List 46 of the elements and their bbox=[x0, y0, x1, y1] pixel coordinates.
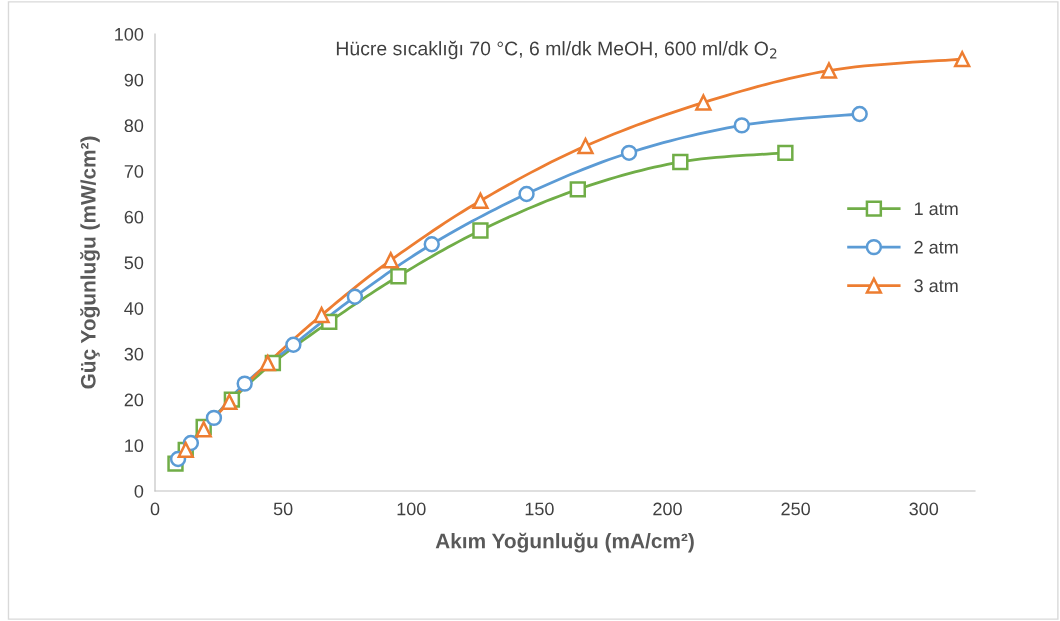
y-tick-label: 30 bbox=[124, 347, 144, 361]
point bbox=[695, 94, 712, 111]
y-tick-label: 80 bbox=[124, 119, 144, 133]
x-axis-title: Akım Yoğunluğu (mA/cm²) bbox=[435, 532, 694, 553]
point bbox=[820, 62, 838, 79]
y-axis-title: Güç Yoğunluğu (mW/cm²) bbox=[80, 136, 100, 389]
point bbox=[733, 117, 751, 134]
point bbox=[672, 153, 689, 171]
point bbox=[518, 185, 535, 203]
x-tick-label: 300 bbox=[909, 502, 939, 516]
point bbox=[313, 306, 330, 324]
x-tick-label: 100 bbox=[397, 502, 426, 516]
y-tick-label: 50 bbox=[124, 256, 144, 270]
point bbox=[390, 268, 407, 285]
x-tick-label: 0 bbox=[150, 502, 160, 516]
y-tick-label: 40 bbox=[124, 302, 144, 315]
legend-label: 2 atm bbox=[914, 240, 958, 254]
point bbox=[285, 336, 302, 353]
y-tick-label: 100 bbox=[115, 27, 144, 41]
legend-label: 3 atm bbox=[914, 279, 958, 293]
x-tick-label: 200 bbox=[653, 502, 682, 516]
point bbox=[472, 192, 489, 209]
y-tick-label: 10 bbox=[125, 439, 144, 453]
point bbox=[569, 181, 587, 198]
point bbox=[472, 222, 489, 239]
point bbox=[620, 144, 638, 162]
x-tick-label: 250 bbox=[781, 502, 810, 516]
y-tick-label: 20 bbox=[124, 393, 144, 407]
point bbox=[953, 50, 971, 68]
y-tick-label: 60 bbox=[124, 210, 144, 224]
point bbox=[777, 144, 794, 162]
point bbox=[577, 137, 594, 155]
y-tick-label: 90 bbox=[124, 73, 144, 87]
point bbox=[259, 354, 276, 372]
point bbox=[346, 288, 364, 305]
chart-title: Hücre sıcaklığı 70 °C, 6 ml/dk MeOH, 600 ml/dk O$_{2}$ bbox=[336, 40, 777, 60]
legend-label: 1 atm bbox=[914, 202, 958, 216]
x-tick-label: 150 bbox=[525, 502, 554, 516]
point bbox=[205, 409, 223, 427]
point bbox=[423, 236, 440, 253]
y-tick-label: 0 bbox=[134, 484, 144, 498]
point bbox=[236, 375, 253, 392]
point bbox=[851, 105, 868, 123]
x-tick-label: 50 bbox=[273, 502, 293, 516]
point bbox=[382, 252, 399, 269]
y-tick-label: 70 bbox=[124, 165, 144, 178]
